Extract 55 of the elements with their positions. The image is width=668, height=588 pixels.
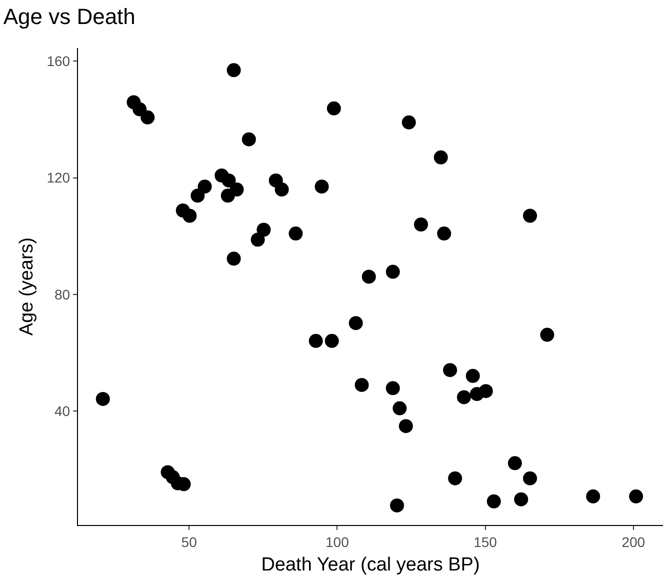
point <box>324 334 339 348</box>
point <box>222 173 236 188</box>
point <box>308 334 323 348</box>
point <box>274 182 289 196</box>
point <box>629 489 644 504</box>
point <box>508 456 522 470</box>
point <box>220 188 235 203</box>
point <box>448 471 462 486</box>
point <box>486 494 501 508</box>
point <box>314 180 329 194</box>
point <box>362 270 376 284</box>
point <box>437 226 452 241</box>
y-tick-label: 160 <box>46 53 70 70</box>
point <box>386 264 400 279</box>
point <box>256 222 271 237</box>
point <box>398 419 413 434</box>
point <box>456 390 471 404</box>
point <box>326 101 341 116</box>
x-axis-title: Death Year (cal years BP) <box>261 554 480 576</box>
point <box>242 132 256 146</box>
point <box>390 498 404 512</box>
point <box>354 378 369 392</box>
point <box>466 368 480 383</box>
point <box>402 115 416 130</box>
point <box>586 489 600 504</box>
point <box>348 316 363 330</box>
point <box>523 208 538 223</box>
point <box>132 102 147 116</box>
point <box>198 180 212 194</box>
point <box>478 384 493 398</box>
point <box>190 188 205 203</box>
x-tick-label: 200 <box>622 534 646 550</box>
point <box>250 232 265 247</box>
point <box>443 363 458 378</box>
point <box>226 252 241 266</box>
point <box>386 381 400 396</box>
y-axis-title: Age (years) <box>16 237 38 336</box>
point <box>96 392 110 406</box>
point <box>514 492 528 506</box>
y-tick-label: 120 <box>46 170 70 186</box>
point <box>434 150 448 164</box>
point <box>523 471 538 486</box>
y-tick-label: 80 <box>54 286 70 302</box>
point <box>226 63 241 78</box>
point <box>414 218 428 232</box>
point <box>182 208 197 223</box>
x-tick-label: 150 <box>474 534 498 550</box>
point <box>140 110 155 124</box>
chart-title: Age vs Death <box>3 4 136 30</box>
point <box>288 226 303 241</box>
point <box>540 328 554 342</box>
y-tick-label: 40 <box>54 403 70 420</box>
x-tick-label: 100 <box>326 534 350 550</box>
point <box>392 401 407 416</box>
x-tick-label: 50 <box>181 534 198 550</box>
